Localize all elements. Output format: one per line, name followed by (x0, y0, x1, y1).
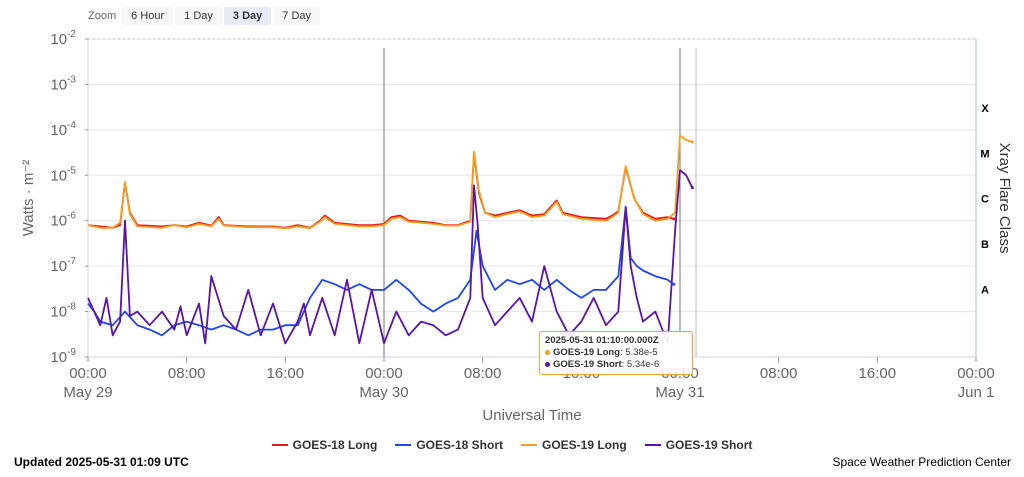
zoom-6-hour-button[interactable]: 6 Hour (122, 7, 174, 25)
flare-class-label: X (981, 103, 989, 115)
y-tick-label: 10-3 (50, 74, 76, 93)
tooltip-value: 5.38e-5 (625, 347, 658, 358)
y-tick-label: 10-6 (50, 211, 76, 230)
x-tick-time: 16:00 (267, 365, 305, 382)
tooltip-series: GOES-19 Long (553, 347, 621, 358)
zoom-3-day-button[interactable]: 3 Day (223, 7, 272, 25)
y-axis-title: Watts · m⁻² (20, 160, 37, 237)
series-line[interactable] (87, 169, 694, 345)
y-tick-label: 10-2 (50, 29, 76, 48)
x-axis-ticks: 00:00 May 29 08:00 16:00 00:00 May 30 08:00 16:… (63, 357, 995, 401)
flare-class-label: A (981, 285, 989, 297)
series-end-point (672, 282, 676, 286)
y-tick-label: 10-7 (50, 256, 76, 275)
flare-class-label: B (981, 239, 989, 251)
x-tick-time: 00:00 (365, 365, 403, 382)
x-tick-time: 08:00 (760, 365, 798, 382)
tooltip-row: GOES-19 Long: 5.38e-5 (545, 347, 687, 359)
y-tick-label: 10-4 (50, 120, 76, 139)
series-end-point (690, 186, 694, 190)
x-tick-time: 08:00 (464, 365, 502, 382)
series-line[interactable] (87, 152, 675, 229)
legend-item-goes19-short[interactable]: GOES-19 Short (644, 438, 753, 452)
legend-label: GOES-18 Short (416, 438, 503, 452)
data-tooltip: 2025-05-31 01:10:00.000Z GOES-19 Long: 5… (539, 331, 693, 375)
series-line[interactable] (87, 134, 693, 230)
legend-swatch (521, 444, 537, 446)
xray-flux-chart[interactable]: 10-2 10-3 10-4 10-5 10-6 10-7 10-8 10-9 00:00 Ma… (0, 0, 1024, 430)
legend-item-goes18-long[interactable]: GOES-18 Long (271, 438, 378, 452)
x-tick-time: 00:00 (957, 365, 995, 382)
zoom-7-day-button[interactable]: 7 Day (273, 7, 321, 25)
x-tick-date: May 29 (63, 384, 112, 401)
legend-label: GOES-19 Long (542, 438, 627, 452)
flare-class-labels: X M C B A (980, 103, 989, 297)
zoom-1-day-button[interactable]: 1 Day (175, 7, 222, 25)
x-tick-date: May 31 (655, 384, 704, 401)
zoom-label: Zoom (88, 10, 117, 22)
y-tick-label: 10-9 (50, 347, 76, 366)
legend-swatch (644, 444, 661, 446)
series-line[interactable] (87, 206, 675, 337)
tooltip-time: 2025-05-31 01:10:00.000Z (545, 335, 659, 346)
legend-label: GOES-19 Short (665, 438, 753, 452)
y-tick-label: 10-5 (50, 165, 76, 184)
legend-item-goes18-short[interactable]: GOES-18 Short (395, 438, 503, 452)
y-axis-ticks: 10-2 10-3 10-4 10-5 10-6 10-7 10-8 10-9 (50, 29, 88, 366)
series-end-point (672, 217, 676, 221)
flare-class-label: C (981, 194, 989, 206)
grid (87, 38, 977, 358)
y-tick-label: 10-8 (50, 302, 76, 321)
legend-swatch (271, 444, 288, 446)
x-tick-date: Jun 1 (958, 384, 995, 401)
legend-item-goes19-long[interactable]: GOES-19 Long (521, 438, 627, 452)
x-tick-time: 00:00 (69, 365, 107, 382)
tooltip-series: GOES-19 Short (553, 359, 622, 370)
tooltip-row: GOES-19 Short: 5.34e-6 (545, 359, 687, 371)
x-tick-date: May 30 (359, 384, 408, 401)
legend: GOES-18 Long GOES-18 Short GOES-19 Long … (0, 438, 1024, 452)
y2-axis-title: Xray Flare Class (996, 143, 1013, 254)
series-lines[interactable] (87, 134, 694, 345)
series-end-point (690, 140, 694, 144)
x-tick-time: 16:00 (859, 365, 897, 382)
updated-timestamp: Updated 2025-05-31 01:09 UTC (14, 455, 189, 469)
legend-label: GOES-18 Long (292, 438, 378, 452)
time-markers (383, 48, 697, 357)
tooltip-value: 5.34e-6 (626, 359, 660, 370)
zoom-bar: Zoom 6 Hour 1 Day 3 Day 7 Day (88, 6, 322, 26)
tooltip-dot (545, 349, 550, 355)
tooltip-dot (545, 361, 550, 367)
x-tick-time: 08:00 (168, 365, 206, 382)
source-credit: Space Weather Prediction Center (832, 455, 1011, 469)
legend-swatch (395, 444, 412, 446)
flare-class-label: M (980, 148, 989, 160)
x-axis-title: Universal Time (482, 407, 581, 424)
